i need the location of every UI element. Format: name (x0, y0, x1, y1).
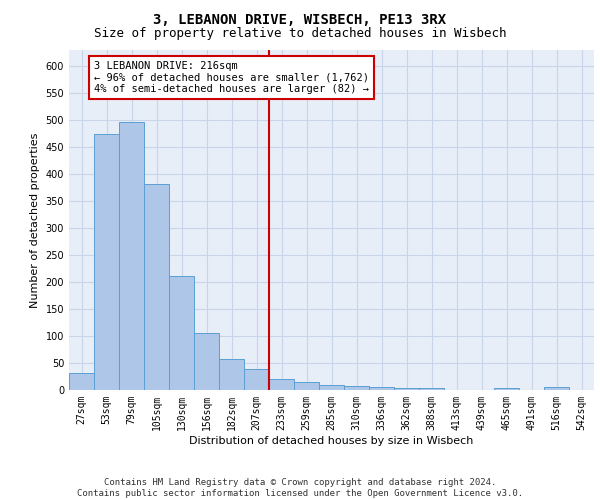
Bar (494, 388, 519, 390)
Bar (169, 276, 194, 390)
Text: 3, LEBANON DRIVE, WISBECH, PE13 3RX: 3, LEBANON DRIVE, WISBECH, PE13 3RX (154, 12, 446, 26)
Bar (144, 184, 169, 390)
Bar (419, 388, 444, 390)
Bar (544, 388, 569, 390)
Bar (244, 370, 269, 390)
Bar (344, 386, 369, 390)
Bar (319, 384, 344, 390)
Text: 3 LEBANON DRIVE: 216sqm
← 96% of detached houses are smaller (1,762)
4% of semi-: 3 LEBANON DRIVE: 216sqm ← 96% of detache… (94, 61, 369, 94)
Text: Contains HM Land Registry data © Crown copyright and database right 2024.
Contai: Contains HM Land Registry data © Crown c… (77, 478, 523, 498)
Bar (194, 334, 219, 390)
Text: Size of property relative to detached houses in Wisbech: Size of property relative to detached ho… (94, 28, 506, 40)
X-axis label: Distribution of detached houses by size in Wisbech: Distribution of detached houses by size … (190, 436, 473, 446)
Y-axis label: Number of detached properties: Number of detached properties (30, 132, 40, 308)
Bar (294, 382, 319, 390)
Bar (394, 388, 419, 390)
Bar (94, 134, 119, 390)
Bar (69, 372, 94, 390)
Bar (219, 359, 244, 390)
Bar (269, 379, 294, 390)
Bar (369, 388, 394, 390)
Bar (119, 122, 144, 390)
